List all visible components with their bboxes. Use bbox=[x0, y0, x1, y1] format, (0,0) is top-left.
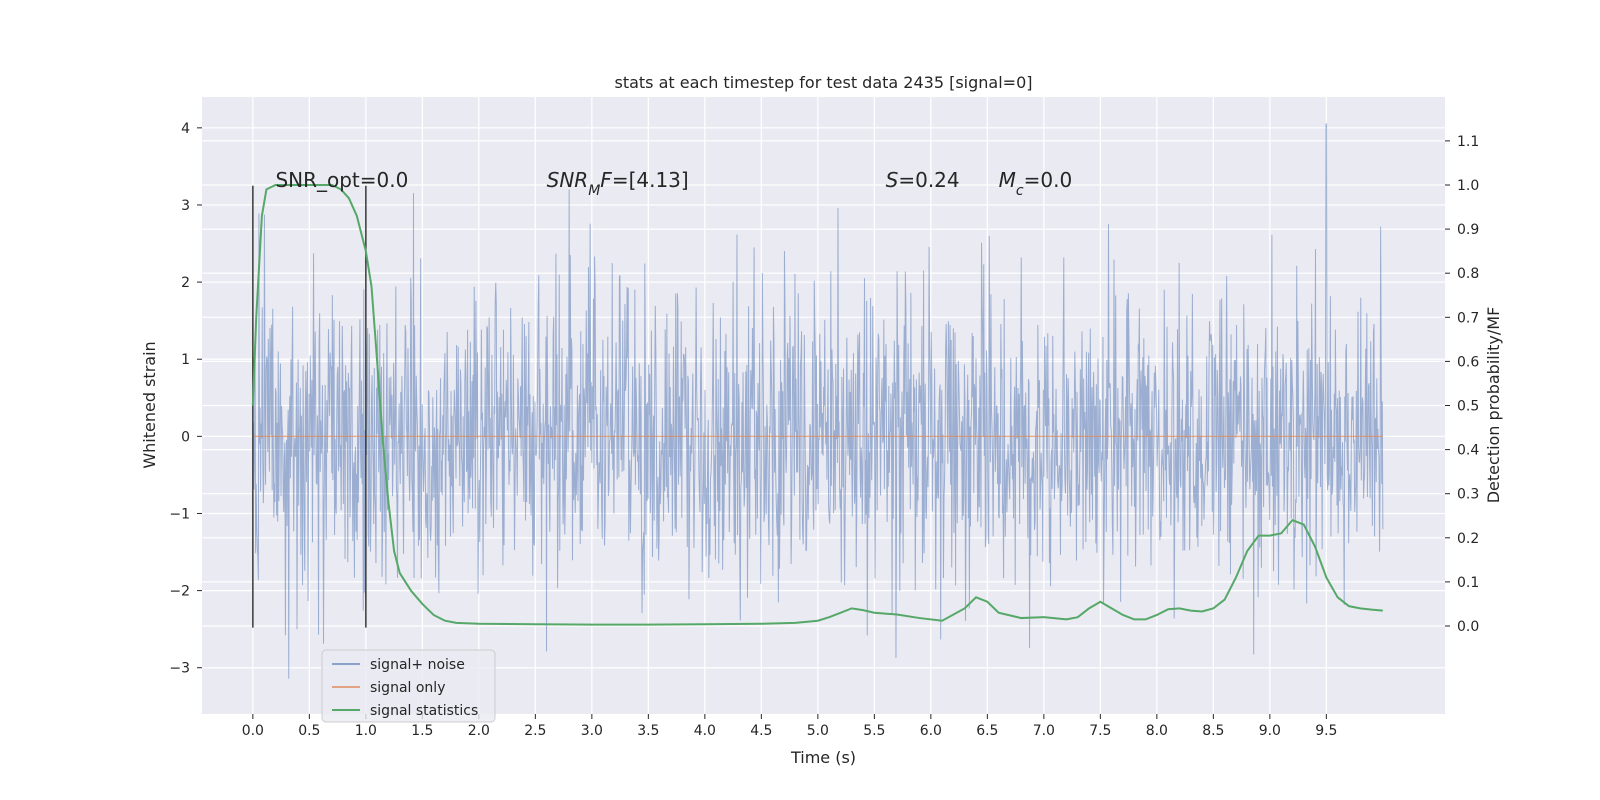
y-tick-label: 3 bbox=[181, 198, 190, 214]
x-tick-label: 6.0 bbox=[920, 723, 942, 739]
series-signal-plus-noise bbox=[252, 123, 1384, 679]
x-tick-label: 0.5 bbox=[298, 723, 320, 739]
y-axis-ticks: −3 −2 −1 0 1 2 3 4 bbox=[169, 121, 202, 677]
annotations: SNR_opt=0.0 SNRMF=[4.13] S=0.24 Mc=0.0 bbox=[275, 168, 1072, 199]
legend-box bbox=[321, 649, 496, 723]
x-tick-label: 4.5 bbox=[750, 723, 772, 739]
y2-tick-label: 0.0 bbox=[1457, 619, 1479, 635]
x-tick-label: 2.5 bbox=[524, 723, 546, 739]
x-tick-label: 1.0 bbox=[355, 723, 377, 739]
x-tick-label: 5.5 bbox=[863, 723, 885, 739]
y2-tick-label: 0.9 bbox=[1457, 222, 1479, 238]
y2-tick-label: 0.6 bbox=[1457, 354, 1479, 370]
chart-title: stats at each timestep for test data 243… bbox=[614, 73, 1032, 92]
annotation-text-2: S=0.24 bbox=[886, 168, 960, 192]
x-tick-label: 9.0 bbox=[1259, 723, 1281, 739]
x-tick-label: 7.0 bbox=[1033, 723, 1055, 739]
y2-tick-label: 0.2 bbox=[1457, 531, 1479, 547]
x-tick-label: 0.0 bbox=[242, 723, 264, 739]
y-tick-label: −3 bbox=[169, 661, 190, 677]
signal-plus-noise-line bbox=[252, 123, 1384, 679]
annotation-text-1: SNRMF=[4.13] bbox=[547, 168, 689, 199]
y-tick-label: 4 bbox=[181, 121, 190, 137]
y-axis-label: Whitened strain bbox=[140, 341, 159, 468]
y-tick-label: −2 bbox=[169, 584, 190, 600]
y2-tick-label: 0.7 bbox=[1457, 310, 1479, 326]
y2-tick-label: 0.4 bbox=[1457, 443, 1479, 459]
vertical-markers bbox=[252, 185, 367, 628]
y2-tick-label: 0.5 bbox=[1457, 399, 1479, 415]
legend: signal+ noise signal only signal statistic… bbox=[321, 649, 496, 723]
x-tick-label: 2.0 bbox=[468, 723, 490, 739]
y-tick-label: 1 bbox=[181, 352, 190, 368]
series-signal-statistics bbox=[251, 184, 1383, 626]
x-tick-label: 5.0 bbox=[807, 723, 829, 739]
x-tick-label: 7.5 bbox=[1089, 723, 1111, 739]
x-tick-label: 4.0 bbox=[694, 723, 716, 739]
legend-entry-1: signal only bbox=[370, 680, 445, 696]
y2-axis-label: Detection probability/MF bbox=[1484, 307, 1503, 504]
y-tick-label: 2 bbox=[181, 275, 190, 291]
x-tick-label: 3.0 bbox=[581, 723, 603, 739]
y-tick-label: 0 bbox=[181, 429, 190, 445]
x-tick-label: 3.5 bbox=[637, 723, 659, 739]
y2-axis-ticks: 0.0 0.1 0.2 0.3 0.4 0.5 0.6 0.7 0.8 0.9 1.0 1.1 bbox=[1445, 134, 1479, 635]
x-axis-ticks: 0.0 0.5 1.0 1.5 2.0 2.5 3.0 3.5 4.0 4.5 5.0 5.5 6.0 6… bbox=[242, 714, 1337, 739]
y2-tick-label: 0.3 bbox=[1457, 487, 1479, 503]
legend-entry-2: signal statistics bbox=[370, 703, 478, 719]
y2-tick-label: 0.1 bbox=[1457, 575, 1479, 591]
y-tick-label: −1 bbox=[169, 506, 190, 522]
x-tick-label: 8.0 bbox=[1146, 723, 1168, 739]
x-tick-label: 1.5 bbox=[411, 723, 433, 739]
y2-tick-label: 0.8 bbox=[1457, 266, 1479, 282]
y2-tick-label: 1.0 bbox=[1457, 178, 1479, 194]
x-tick-label: 8.5 bbox=[1202, 723, 1224, 739]
annotation-text-0: SNR_opt=0.0 bbox=[275, 168, 408, 192]
legend-entry-0: signal+ noise bbox=[370, 657, 465, 673]
x-tick-label: 6.5 bbox=[976, 723, 998, 739]
y2-tick-label: 1.1 bbox=[1457, 134, 1479, 150]
signal-statistics-line bbox=[251, 184, 1383, 626]
x-tick-label: 9.5 bbox=[1315, 723, 1337, 739]
x-axis-label: Time (s) bbox=[790, 748, 856, 767]
